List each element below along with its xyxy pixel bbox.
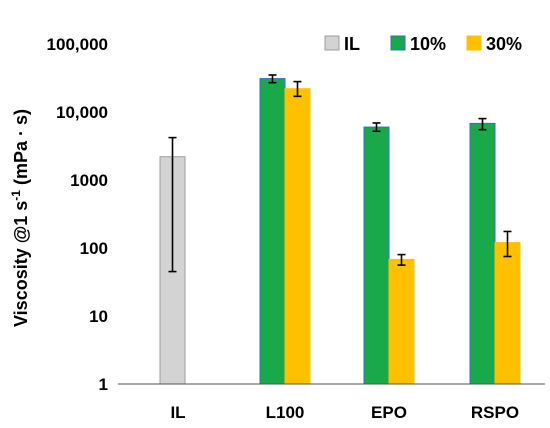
legend-item: 10%	[390, 34, 446, 54]
error-bar	[503, 230, 512, 258]
y-axis-label: Viscosity @1 s-1 (mPa · s)	[9, 109, 31, 327]
x-category-labels: IL L100 EPO RSPO	[170, 403, 519, 422]
y-axis-label-main: Viscosity @1 s	[11, 201, 31, 327]
y-tick-label: 1000	[70, 171, 108, 190]
legend-label: 30%	[486, 34, 522, 54]
error-bar	[397, 253, 406, 266]
y-tick-labels: 1 10 100 1000 10,000 100,000	[47, 35, 108, 394]
legend-swatch	[466, 35, 482, 51]
bars	[159, 78, 521, 385]
error-bar	[268, 74, 277, 84]
legend: IL 10% 30%	[324, 34, 522, 54]
y-tick-label: 100,000	[47, 35, 108, 54]
legend-item: IL	[324, 34, 360, 54]
bar-epo-30pct	[388, 258, 415, 385]
legend-label: IL	[344, 34, 360, 54]
y-axis-label-tail: (mPa · s)	[11, 109, 31, 190]
x-category-label: L100	[266, 403, 305, 422]
legend-swatch	[390, 35, 406, 51]
y-axis-label-sup: -1	[9, 190, 23, 201]
bar-rspo-10pct	[469, 122, 496, 385]
error-bar	[478, 117, 487, 131]
error-bars	[168, 74, 512, 273]
y-tick-label: 100	[80, 239, 108, 258]
error-bar	[293, 80, 302, 98]
svg-text:Viscosity @1 s-1 (mPa · s): Viscosity @1 s-1 (mPa · s)	[9, 109, 31, 327]
y-tick-label: 10	[89, 307, 108, 326]
y-tick-label: 1	[99, 375, 108, 394]
x-category-label: IL	[170, 403, 185, 422]
bar-rspo-30pct	[494, 242, 521, 385]
legend-swatch	[324, 35, 340, 51]
y-tick-label: 10,000	[56, 103, 108, 122]
error-bar	[168, 136, 177, 273]
bar-l100-30pct	[284, 88, 311, 385]
bar-l100-10pct	[259, 78, 286, 385]
legend-item: 30%	[466, 34, 522, 54]
error-bar	[372, 122, 381, 133]
x-category-label: EPO	[371, 403, 407, 422]
legend-label: 10%	[410, 34, 446, 54]
x-category-label: RSPO	[471, 403, 519, 422]
bar-epo-10pct	[363, 126, 390, 385]
